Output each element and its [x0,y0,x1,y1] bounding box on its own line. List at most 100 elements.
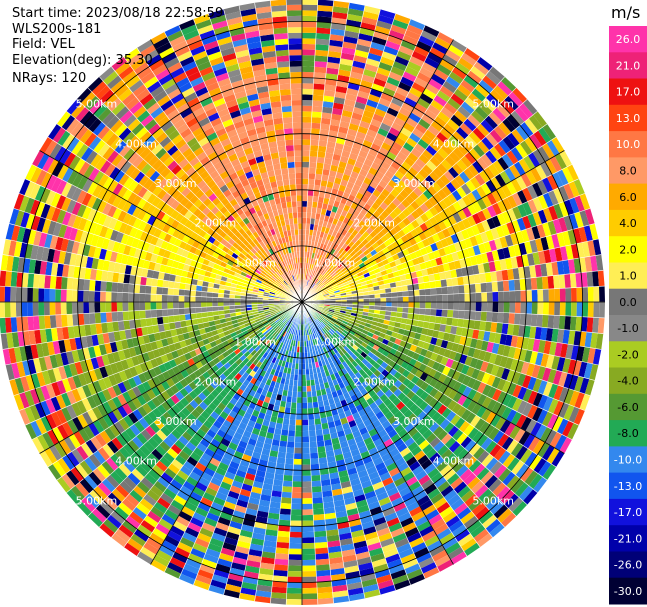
velocity-gate [404,29,421,41]
velocity-gate [497,200,507,213]
velocity-gate [409,251,418,260]
velocity-gate [331,159,340,167]
velocity-gate [501,153,514,168]
velocity-gate [495,225,505,238]
velocity-gate [362,11,379,21]
velocity-gate [253,150,263,158]
velocity-gate [291,100,302,106]
velocity-gate [423,25,440,37]
velocity-gate [350,171,360,179]
velocity-gate [297,217,302,224]
velocity-gate [290,83,302,90]
velocity-gate [285,224,291,231]
velocity-gate [286,253,291,260]
velocity-gate [352,184,361,192]
velocity-gate [4,302,11,318]
velocity-gate [274,38,289,46]
velocity-gate [332,6,349,14]
velocity-gate [270,0,287,7]
velocity-gate [117,311,124,322]
velocity-gate [451,189,462,202]
velocity-gate [419,222,429,232]
velocity-gate [494,237,503,250]
ray-separator [301,13,396,303]
velocity-gate [349,189,358,197]
velocity-gate [195,290,202,297]
velocity-gate [378,179,388,189]
velocity-gate [536,276,543,290]
velocity-gate [542,289,549,302]
velocity-gate [361,255,368,263]
velocity-gate [443,170,455,182]
velocity-gate [433,272,441,281]
velocity-gate [433,213,443,224]
velocity-gate [360,144,371,154]
velocity-gate [311,111,322,118]
velocity-gate [441,286,448,295]
velocity-gate [292,128,302,134]
velocity-gate [156,279,164,288]
velocity-gate [320,180,328,187]
velocity-gate [582,287,589,302]
velocity-gate [520,172,532,188]
velocity-gate [335,245,342,253]
velocity-gate [270,592,287,599]
velocity-gate [223,297,230,302]
velocity-gate [422,149,434,161]
velocity-gate [295,184,302,190]
velocity-gate [517,203,528,218]
velocity-gate [589,223,599,241]
velocity-gate [438,199,448,211]
velocity-gate [309,269,313,276]
velocity-gate [514,106,529,122]
velocity-gate [414,225,424,235]
velocity-gate [315,279,320,285]
velocity-gate [330,280,336,286]
velocity-gate [324,78,338,86]
velocity-gate [241,112,253,121]
velocity-gate [369,193,378,203]
velocity-gate [293,144,302,151]
velocity-gate [370,143,381,152]
velocity-gate [287,430,296,437]
velocity-gate [525,278,532,291]
velocity-gate [405,231,414,241]
velocity-gate [372,189,382,198]
velocity-gate [263,182,272,190]
velocity-gate [297,212,302,218]
velocity-gate [322,257,328,264]
velocity-gate [94,312,102,324]
velocity-gate [275,174,283,182]
velocity-gate [358,262,366,269]
velocity-gate [320,286,327,291]
velocity-gate [344,238,352,246]
velocity-gate [280,168,289,175]
velocity-gate [368,238,377,246]
velocity-gate [547,220,557,236]
velocity-gate [412,127,424,139]
velocity-gate [463,118,477,132]
velocity-gate [509,290,516,302]
velocity-gate [44,315,51,329]
velocity-gate [189,307,196,314]
velocity-gate [232,38,248,48]
velocity-gate [288,173,296,180]
velocity-gate [391,122,403,132]
velocity-gate [290,229,295,236]
velocity-gate [305,274,308,280]
velocity-gate [415,206,425,217]
velocity-gate [418,168,429,179]
velocity-gate [476,198,487,211]
velocity-gate [490,227,500,240]
velocity-gate [133,293,140,302]
velocity-gate [480,153,493,167]
velocity-gate [422,88,437,100]
velocity-gate [444,155,457,167]
velocity-gate [401,198,411,209]
velocity-gate [417,276,424,284]
velocity-gate [49,288,56,302]
velocity-gate [344,271,351,277]
velocity-gate [305,234,309,241]
velocity-gate [295,425,302,432]
velocity-gate [255,126,266,134]
